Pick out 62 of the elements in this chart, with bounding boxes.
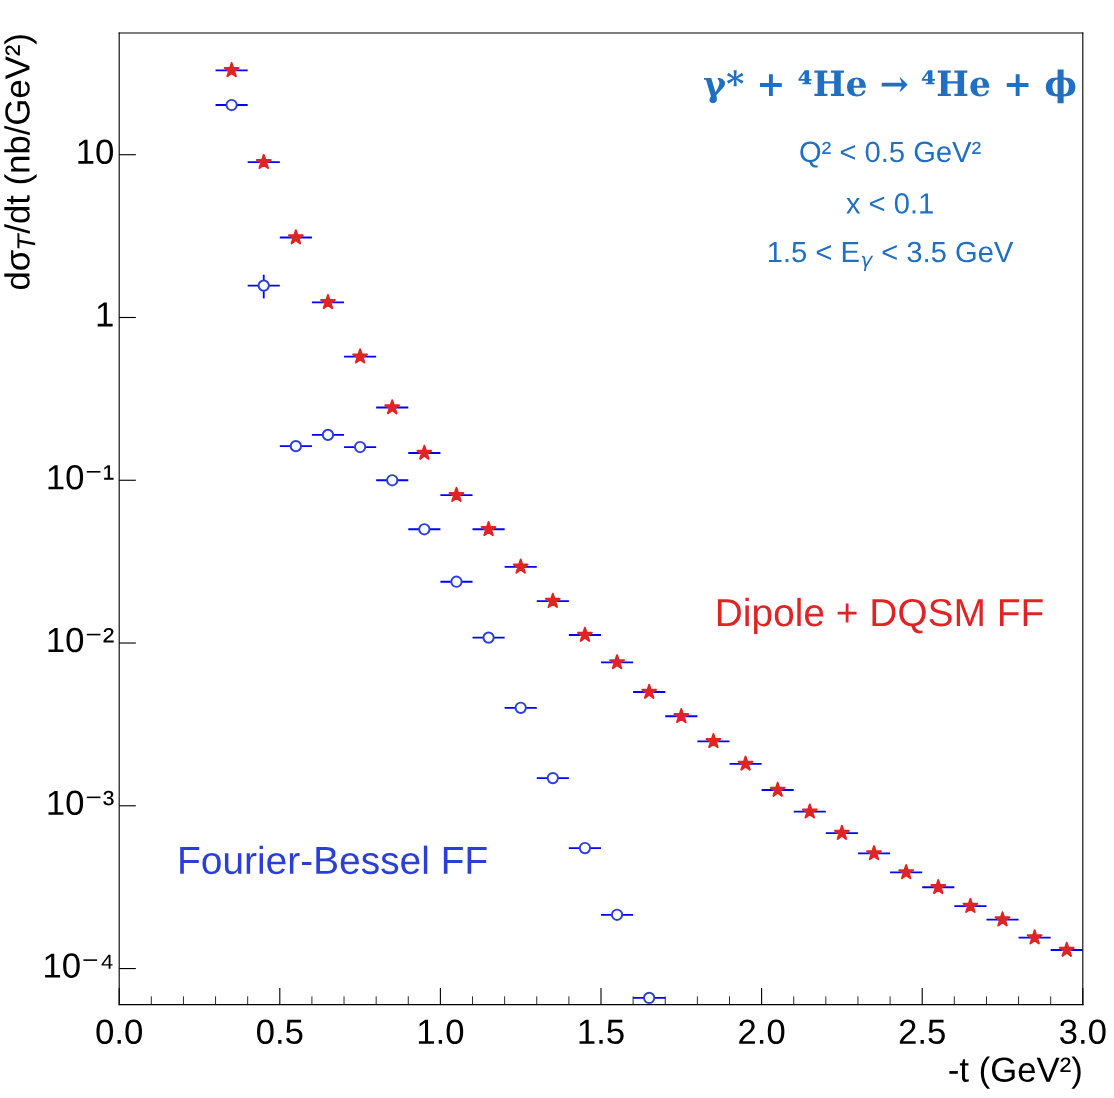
x-axis-title: -t (GeV²): [949, 1056, 1081, 1089]
point: [994, 911, 1011, 927]
point: [609, 654, 625, 670]
point: [289, 440, 302, 453]
point: [930, 878, 947, 895]
point: [801, 803, 818, 819]
point: [416, 444, 433, 460]
point: [448, 486, 465, 503]
point: [512, 558, 529, 574]
point: [450, 575, 463, 588]
point: [1026, 929, 1043, 945]
point: [321, 428, 335, 441]
point: [578, 841, 592, 855]
point: [384, 399, 401, 415]
text: Fourier-Bessel FF: [180, 845, 487, 875]
annotation: x < 0.1: [846, 193, 933, 214]
x-tick-label: 1.0: [418, 1019, 464, 1045]
point: [287, 229, 304, 245]
point: [834, 824, 850, 840]
point: [386, 474, 399, 487]
text: Dipole + DQSM FF: [717, 597, 1043, 635]
x-tick-label: 2.0: [739, 1019, 785, 1045]
x-tick-label: 0.5: [257, 1019, 303, 1045]
point: [514, 701, 527, 714]
point: [480, 521, 497, 537]
x-tick-label: 3.0: [1060, 1019, 1106, 1045]
point: [223, 62, 240, 78]
point: [769, 781, 786, 797]
point: [255, 153, 272, 170]
y-tick-label: 10⁻⁴: [45, 953, 113, 978]
point: [610, 908, 624, 921]
point: [705, 733, 722, 749]
point: [641, 683, 658, 699]
y-tick-label: 10⁻³: [48, 790, 114, 816]
point: [546, 771, 559, 785]
x-tick-label: 1.5: [579, 1019, 624, 1045]
point: [1058, 941, 1075, 957]
point: [353, 440, 367, 454]
annotation: γ* + ⁴He → ⁴He + ϕ: [704, 69, 1076, 104]
y-tick-label: 10⁻²: [48, 627, 114, 653]
point: [866, 845, 882, 861]
point: [544, 592, 561, 608]
y-tick-label: 10: [78, 139, 113, 165]
point: [577, 626, 593, 642]
point: [643, 991, 656, 1005]
point: [737, 755, 754, 771]
point: [352, 348, 368, 364]
x-tick-label: 2.5: [899, 1019, 945, 1045]
x-tick-label: 0.0: [96, 1019, 142, 1045]
annotation: 1.5 < E$_{γ}$ < 3.5 GeV: [768, 241, 1014, 272]
y-tick-label: 10⁻¹: [48, 464, 114, 490]
y-axis-title: dσ$_{T}$/dt (nb/GeV²): [4, 35, 37, 290]
point: [898, 864, 915, 880]
y-tick-label: 1: [97, 302, 113, 327]
point: [673, 707, 690, 724]
point: [320, 294, 336, 310]
point: [257, 279, 270, 292]
point: [482, 631, 495, 644]
point: [962, 897, 979, 913]
point: [225, 98, 238, 112]
point: [418, 523, 431, 536]
annotation: Q² < 0.5 GeV²: [800, 141, 981, 168]
